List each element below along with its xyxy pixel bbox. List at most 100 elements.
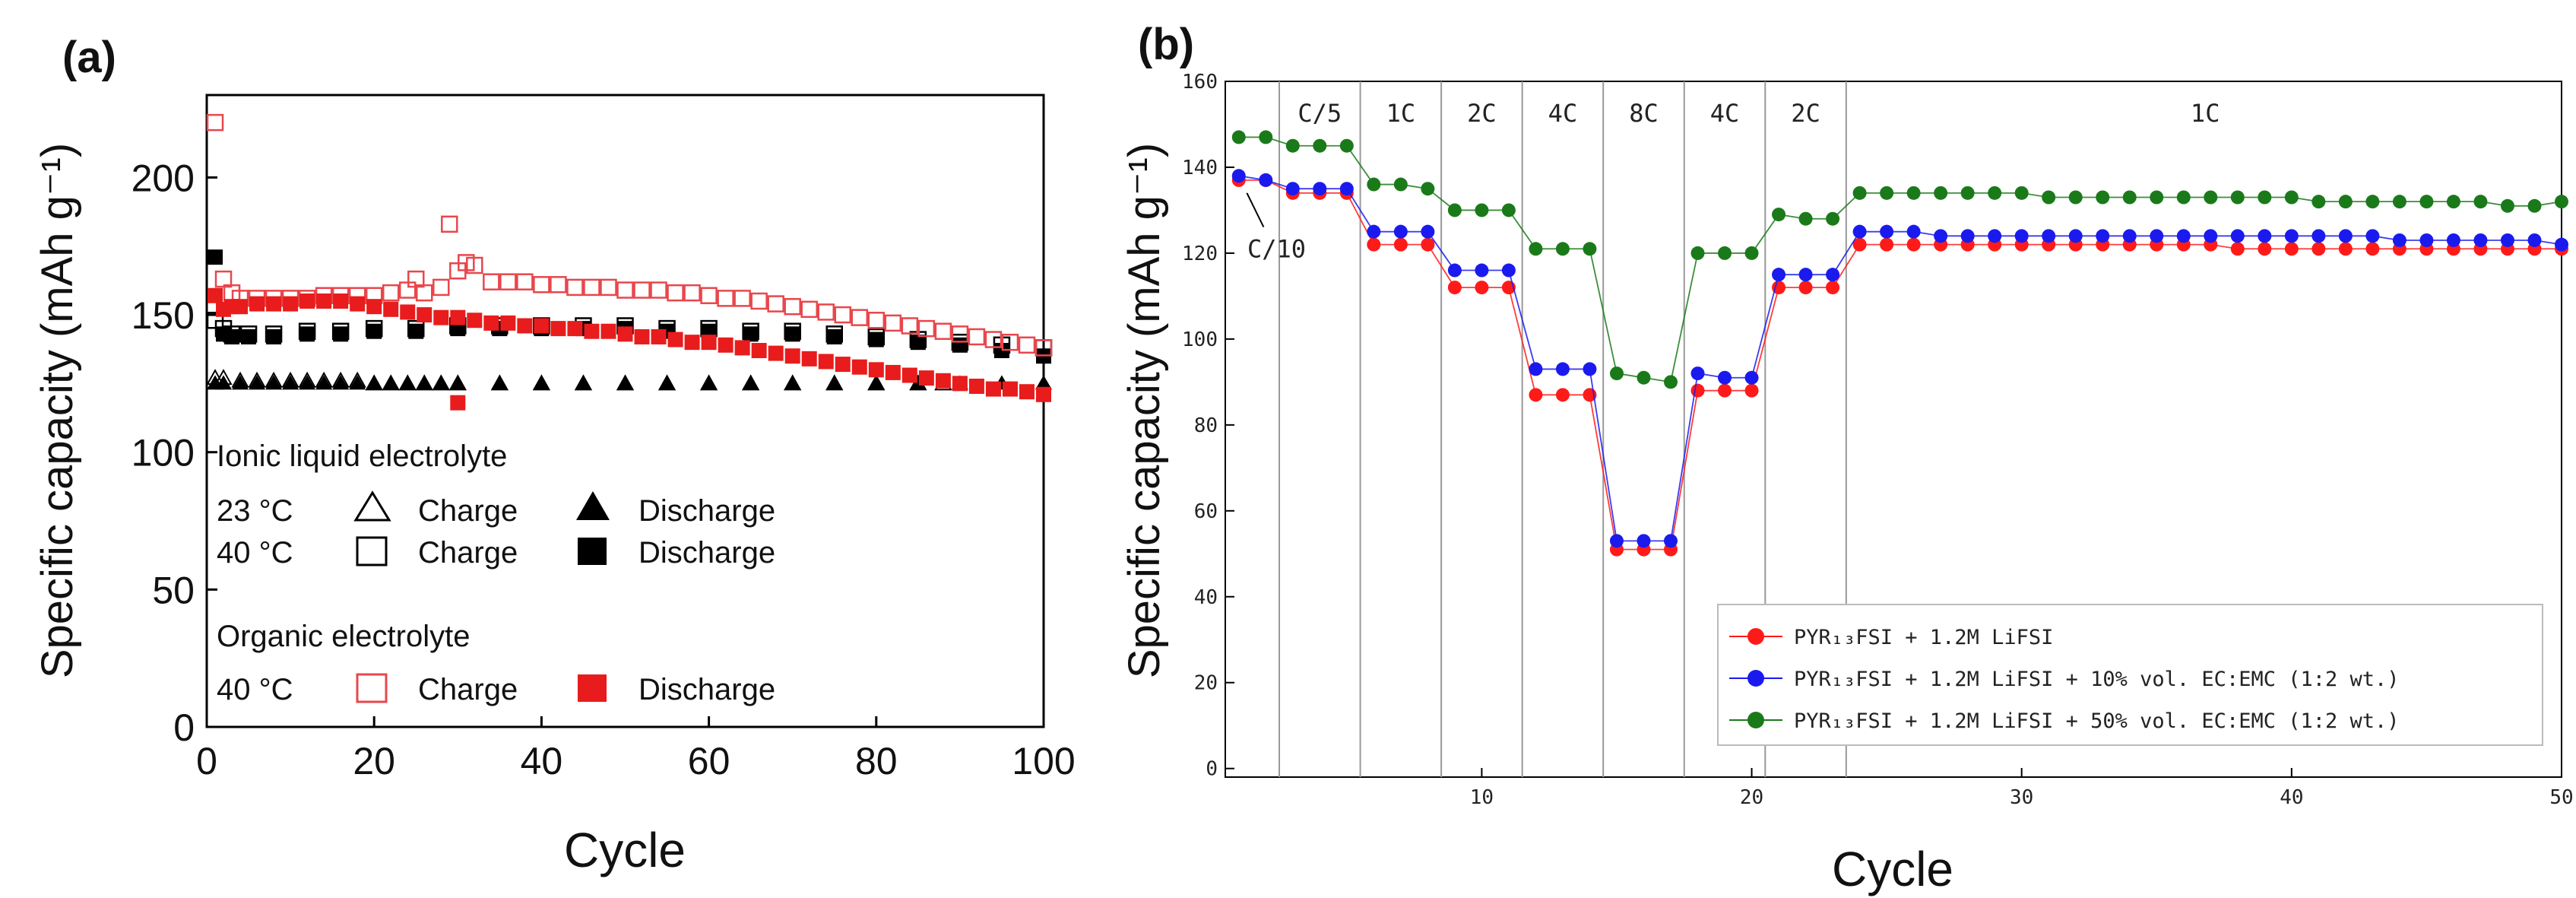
legend-filled-square-marker — [578, 538, 607, 565]
panel-b-point — [2365, 195, 2380, 209]
legend-row3-discharge: Discharge — [638, 673, 775, 706]
panel-a-point-org40_discharge — [433, 309, 449, 325]
panel-a-point-il23_discharge — [575, 375, 592, 390]
legend-filled-triangle-marker — [576, 491, 610, 520]
panel-a-plot-frame — [205, 94, 1045, 728]
panel-a-point-org40_discharge — [266, 296, 282, 312]
panel-a-point-org40_discharge — [968, 378, 984, 394]
panel-b-point — [1421, 182, 1435, 196]
panel-a-point-il23_discharge — [232, 375, 249, 390]
panel-a-point-org40_discharge — [600, 323, 616, 339]
panel-a-point-org40_discharge — [400, 304, 416, 320]
panel-b-point — [2500, 233, 2514, 247]
panel-a-point-org40_charge — [550, 276, 567, 294]
panel-a-point-il40_discharge — [868, 332, 884, 347]
panel-b-point — [2284, 190, 2299, 205]
panel-a-axes: 0 20 40 60 80 100 0 50 100 150 200 — [131, 157, 1076, 782]
panel-b-series-2 — [1231, 169, 2568, 548]
panel-a-x-tick-label: 60 — [688, 740, 730, 782]
panel-b-legend-label: PYR₁₃FSI + 1.2M LiFSI + 50% vol. EC:EMC … — [1794, 709, 2400, 733]
panel-b-point — [2068, 229, 2083, 243]
panel-a-point-org40_charge — [867, 312, 886, 329]
panel-b-point — [1934, 186, 1948, 200]
panel-b-point — [2096, 229, 2110, 243]
panel-b-legend-label: PYR₁₃FSI + 1.2M LiFSI — [1794, 626, 2053, 649]
panel-a-point-org40_discharge — [784, 348, 800, 364]
panel-b-point — [2204, 229, 2218, 243]
panel-a-point-org40_discharge — [818, 354, 834, 370]
panel-b-point — [1664, 375, 1678, 389]
panel-b-point — [1718, 246, 1732, 260]
panel-a-point-il40_discharge — [910, 335, 926, 351]
panel-a-point-il23_discharge — [382, 375, 400, 390]
panel-b-point — [2176, 190, 2191, 205]
panel-a-point-org40_charge — [901, 317, 919, 335]
panel-b-rate-label: 1C — [2191, 99, 2220, 128]
panel-b-point — [2338, 242, 2353, 256]
panel-a-point-org40_discharge — [584, 323, 600, 339]
panel-a-series-org40_charge — [206, 113, 1053, 357]
panel-b-annotation-label: C/10 — [1247, 235, 1306, 264]
panel-a-point-org40_discharge — [634, 328, 650, 344]
panel-a-x-tick-label: 40 — [521, 740, 563, 782]
panel-a-point-org40_charge — [717, 290, 734, 307]
panel-a-point-org40_discharge — [768, 345, 784, 361]
panel-b-point — [1421, 224, 1435, 239]
legend-row1-discharge: Discharge — [638, 494, 775, 528]
panel-a-point-org40_discharge — [1036, 386, 1051, 402]
legend-group-organic-title: Organic electrolyte — [217, 620, 470, 653]
panel-b-point — [1772, 268, 1786, 282]
panel-b-x-tick-label: 10 — [1470, 786, 1494, 809]
panel-b-series-3 — [1231, 130, 2568, 389]
panel-b-point — [1744, 383, 1759, 398]
panel-a-point-org40_charge — [917, 319, 936, 338]
panel-b-point — [1826, 268, 1840, 282]
panel-a-point-org40_charge — [382, 284, 400, 302]
panel-b-point — [2446, 195, 2460, 209]
panel-b-point — [2014, 229, 2029, 243]
panel-a-point-org40_charge — [884, 314, 902, 332]
panel-a-point-org40_discharge — [333, 293, 349, 309]
panel-b-point — [1259, 130, 1273, 144]
panel-a-point-il40_discharge — [266, 328, 282, 344]
panel-a-x-tick-label: 20 — [353, 740, 395, 782]
panel-a-point-il23_discharge — [349, 375, 366, 390]
panel-b-point — [2122, 190, 2137, 205]
legend-row3-charge: Charge — [418, 673, 518, 706]
panel-a-point-org40_charge — [600, 278, 617, 297]
panel-a-point-org40_discharge — [718, 337, 734, 353]
panel-a-point-il40_discharge — [826, 328, 842, 344]
panel-b-point — [2392, 233, 2406, 247]
panel-a-point-org40_charge — [206, 113, 224, 132]
panel-b-point — [1664, 534, 1678, 548]
panel-a-series-org40_outlier — [450, 395, 466, 411]
panel-b-point — [2311, 242, 2326, 256]
panel-a-x-tick-label: 0 — [196, 740, 217, 782]
panel-b-point — [1744, 370, 1759, 385]
panel-b-point — [2473, 195, 2488, 209]
panel-b-point — [1852, 186, 1867, 200]
panel-b-point — [2284, 242, 2299, 256]
panel-a-x-tick-label: 80 — [855, 740, 898, 782]
panel-b-point — [1718, 370, 1732, 385]
panel-a-x-axis-label: Cycle — [564, 823, 686, 877]
panel-b-point — [1475, 203, 1489, 217]
panel-b-point — [1447, 203, 1462, 217]
panel-b-point — [1259, 173, 1273, 187]
panel-b-point — [1852, 224, 1867, 239]
panel-b-point — [2150, 229, 2164, 243]
legend-row1-charge: Charge — [418, 494, 518, 528]
legend-row1-temp: 23 °C — [217, 494, 293, 528]
panel-a-point-il23_discharge — [332, 375, 350, 390]
panel-b-point — [1826, 211, 1840, 226]
panel-b: (b) C/5 1C 2C 4C 8C 4C 2C 1C 10 20 30 40 50 0 20 40 60 80… — [1120, 20, 2574, 896]
panel-b-point — [1475, 281, 1489, 295]
panel-a-point-il23_discharge — [399, 375, 417, 390]
panel-a-point-org40_charge — [483, 273, 500, 290]
panel-b-point — [2176, 229, 2191, 243]
panel-b-point — [1609, 366, 1624, 381]
panel-a-point-il40_discharge — [408, 323, 424, 339]
panel-a-point-org40_discharge — [417, 307, 433, 323]
panel-a-point-org40_charge — [499, 273, 517, 290]
panel-b-legend-marker — [1747, 670, 1764, 687]
